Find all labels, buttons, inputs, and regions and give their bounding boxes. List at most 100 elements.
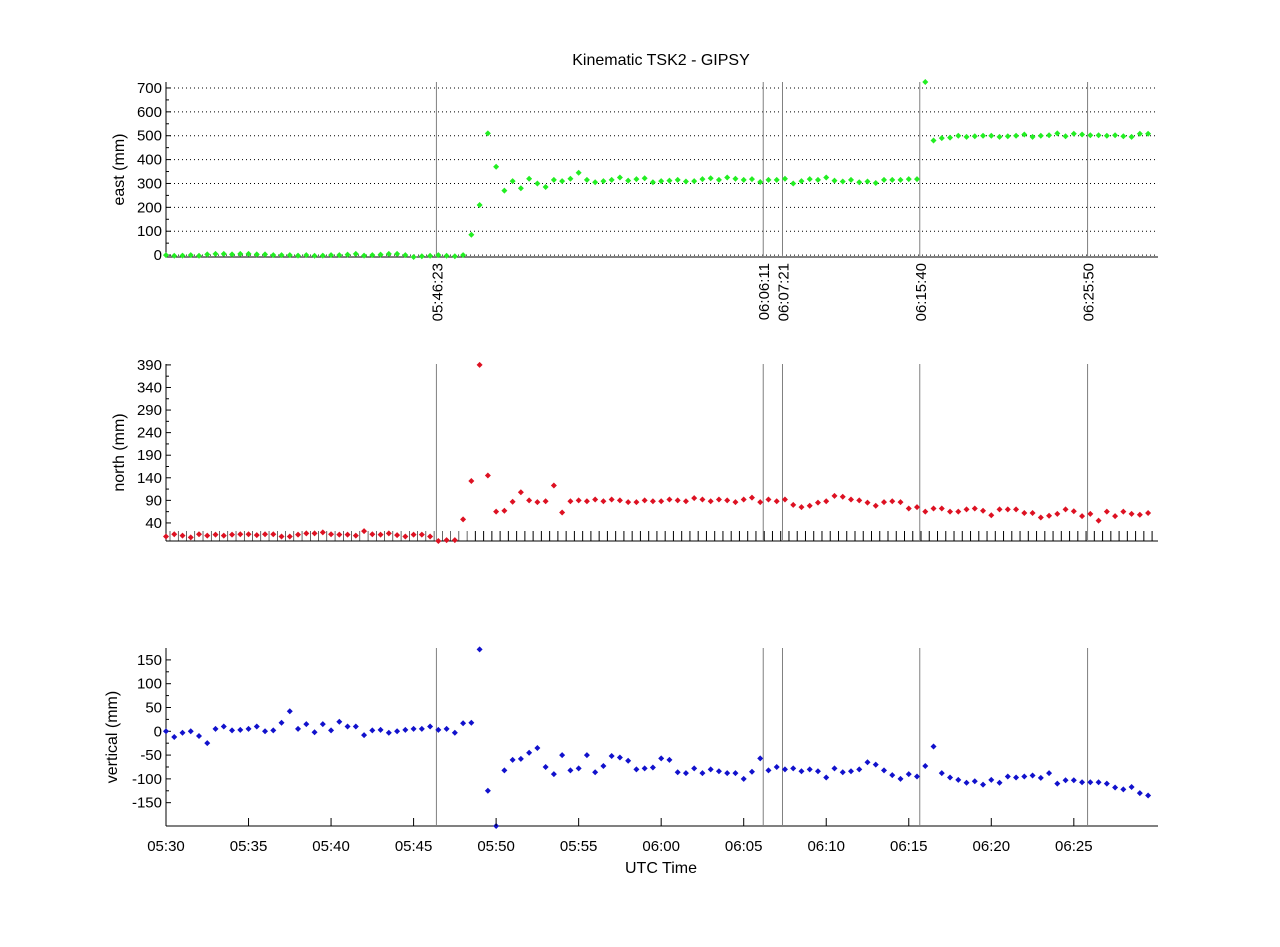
- data-point: [253, 532, 260, 539]
- data-point: [682, 498, 689, 505]
- data-point: [839, 769, 846, 776]
- data-point: [229, 531, 236, 538]
- chart-title: Kinematic TSK2 - GIPSY: [572, 52, 750, 69]
- data-point: [1029, 133, 1036, 140]
- data-point: [790, 180, 797, 187]
- data-point: [385, 250, 392, 257]
- data-point: [806, 766, 813, 773]
- data-point: [889, 176, 896, 183]
- data-point: [641, 175, 648, 182]
- data-point: [344, 531, 351, 538]
- data-point: [517, 755, 524, 762]
- data-point: [914, 504, 921, 511]
- data-point: [1103, 780, 1110, 787]
- data-point: [814, 768, 821, 775]
- data-point: [278, 533, 285, 540]
- data-point: [295, 531, 302, 538]
- data-point: [658, 178, 665, 185]
- data-point: [1120, 786, 1127, 793]
- data-point: [328, 252, 335, 259]
- data-point: [501, 187, 508, 194]
- data-point: [237, 726, 244, 733]
- data-point: [1136, 511, 1143, 518]
- data-point: [220, 250, 227, 257]
- data-point: [922, 79, 929, 85]
- data-point: [196, 252, 203, 259]
- data-point: [881, 176, 888, 183]
- data-point: [971, 505, 978, 512]
- data-point: [765, 176, 772, 183]
- x-tick-label: 06:05: [725, 838, 763, 855]
- data-point: [971, 133, 978, 140]
- y-tick-label: -100: [132, 771, 162, 788]
- data-point: [947, 774, 954, 781]
- data-point: [542, 763, 549, 770]
- data-point: [649, 179, 656, 186]
- data-point: [559, 178, 566, 185]
- data-point: [963, 506, 970, 513]
- data-point: [1046, 132, 1053, 139]
- data-point: [955, 776, 962, 783]
- data-point: [691, 765, 698, 772]
- data-point: [567, 767, 574, 774]
- data-point: [253, 251, 260, 258]
- data-point: [1120, 508, 1127, 515]
- data-point: [204, 740, 211, 747]
- data-point: [1087, 779, 1094, 786]
- data-point: [501, 507, 508, 514]
- y-tick-label: 0: [154, 723, 162, 740]
- event-label: 05:46:23: [429, 263, 446, 321]
- data-point: [905, 505, 912, 512]
- data-point: [245, 725, 252, 732]
- y-tick-label: 140: [137, 470, 162, 487]
- x-tick-label: 06:00: [642, 838, 680, 855]
- data-point: [394, 532, 401, 539]
- data-point: [476, 646, 483, 653]
- data-point: [418, 531, 425, 538]
- data-point: [608, 496, 615, 503]
- data-point: [179, 252, 186, 259]
- y-tick-label: 40: [145, 515, 162, 532]
- data-point: [163, 533, 169, 540]
- data-point: [1136, 130, 1143, 137]
- data-point: [394, 728, 401, 735]
- data-point: [881, 767, 888, 774]
- data-point: [509, 498, 516, 505]
- data-point: [270, 727, 277, 734]
- data-point: [649, 764, 656, 771]
- data-point: [773, 763, 780, 770]
- data-point: [930, 505, 937, 512]
- data-point: [443, 725, 450, 732]
- data-point: [468, 231, 475, 238]
- data-point: [270, 531, 277, 538]
- data-point: [278, 252, 285, 259]
- data-point: [666, 756, 673, 763]
- data-point: [1037, 774, 1044, 781]
- data-point: [435, 538, 442, 544]
- data-point: [204, 251, 211, 258]
- data-point: [765, 496, 772, 503]
- data-point: [550, 176, 557, 183]
- data-point: [864, 759, 871, 766]
- data-point: [567, 498, 574, 505]
- x-tick-label: 06:25: [1055, 838, 1093, 855]
- data-point: [187, 252, 194, 259]
- data-point: [493, 508, 500, 515]
- data-point: [839, 493, 846, 500]
- data-point: [707, 175, 714, 182]
- data-point: [212, 531, 219, 538]
- data-point: [501, 767, 508, 774]
- data-point: [204, 532, 211, 539]
- data-point: [938, 135, 945, 142]
- data-point: [229, 251, 236, 258]
- data-point: [286, 252, 293, 259]
- data-point: [616, 754, 623, 761]
- data-point: [311, 252, 318, 259]
- data-point: [1029, 510, 1036, 517]
- y-tick-label: 50: [145, 699, 162, 716]
- data-point: [674, 497, 681, 504]
- data-point: [691, 495, 698, 502]
- data-point: [699, 770, 706, 777]
- data-point: [171, 252, 178, 259]
- data-point: [1136, 790, 1143, 797]
